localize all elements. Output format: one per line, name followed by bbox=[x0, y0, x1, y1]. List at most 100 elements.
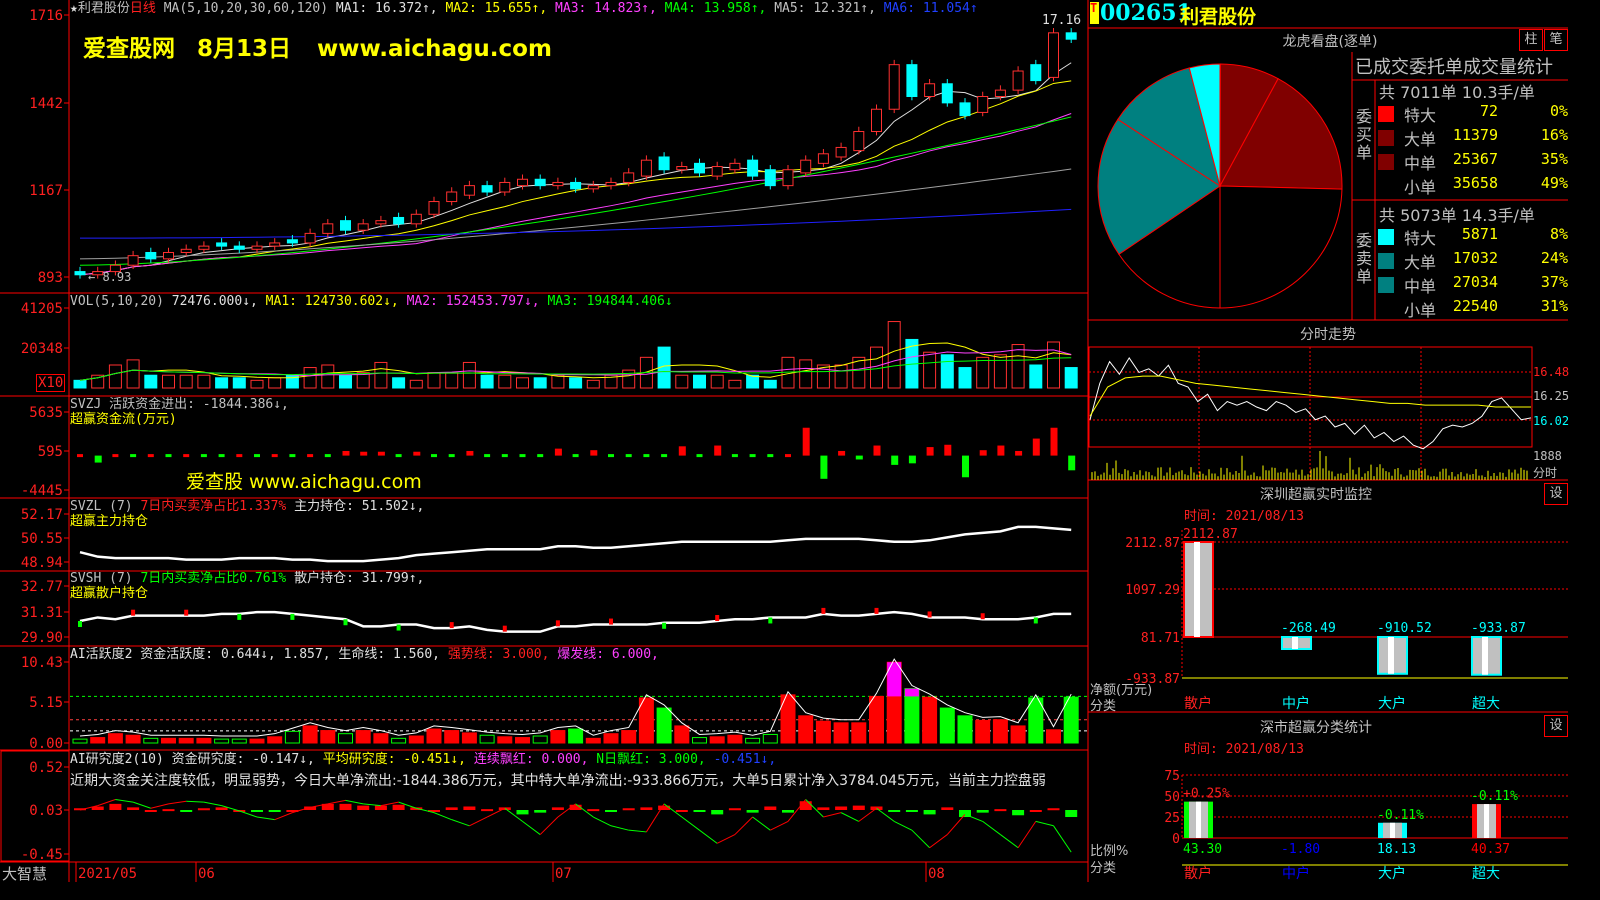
candle-body bbox=[994, 89, 1006, 97]
candle-body bbox=[393, 216, 405, 225]
research-line-seg bbox=[946, 814, 966, 835]
svsh-tick bbox=[715, 615, 720, 622]
candle-body bbox=[977, 95, 989, 113]
svzj-bar bbox=[537, 454, 544, 458]
watermark-mid: 爱查股 www.aichagu.com bbox=[186, 471, 422, 493]
candle-body bbox=[304, 232, 316, 244]
svzj-bar bbox=[678, 446, 686, 456]
ai-axis-label: 5.15 bbox=[29, 695, 63, 711]
svsh-tick bbox=[131, 609, 136, 616]
svzl-axis-label: 52.17 bbox=[21, 507, 63, 523]
period-label[interactable]: 日线 bbox=[129, 1, 156, 16]
ss-value-label: 18.13 bbox=[1377, 842, 1416, 857]
order-percent: 49% bbox=[1540, 174, 1568, 192]
ai-bar bbox=[178, 737, 194, 744]
svzj-bar bbox=[147, 454, 154, 458]
pie-slice bbox=[1219, 63, 1279, 187]
research-line-seg bbox=[787, 799, 807, 822]
research-bar bbox=[959, 810, 971, 818]
ma3-line bbox=[79, 113, 1072, 276]
favorite-star-icon[interactable]: ★ bbox=[70, 1, 78, 16]
order-row: 大单 17032 24% bbox=[1378, 249, 1570, 273]
svzj-bar bbox=[714, 445, 722, 456]
research-line-seg bbox=[256, 816, 275, 821]
ai-bar bbox=[161, 737, 176, 744]
svsh-tick bbox=[874, 607, 879, 614]
kline-chart-area[interactable]: 1716 1442 1167 893 41205 20348 5635 595 -4445 52.… bbox=[0, 0, 1090, 882]
pie-slice bbox=[1219, 78, 1343, 190]
research-bar bbox=[551, 807, 564, 810]
research-bar bbox=[445, 807, 458, 810]
volume-bar bbox=[339, 374, 352, 389]
price-axis-label: 1716 bbox=[29, 8, 63, 24]
ss-bar bbox=[1378, 822, 1407, 838]
research-line-seg bbox=[433, 812, 452, 821]
research-bar bbox=[357, 805, 370, 810]
ai-bar bbox=[922, 696, 938, 744]
tick-view-button[interactable]: 笔 bbox=[1544, 29, 1568, 51]
order-size-label: 大单 bbox=[1404, 253, 1437, 272]
pie-slice bbox=[1097, 118, 1221, 255]
research-line-seg bbox=[858, 807, 877, 822]
sz-bar-highlight bbox=[1388, 637, 1394, 674]
volume-bar bbox=[958, 367, 972, 389]
volume-bar bbox=[923, 351, 937, 389]
order-volume: 17032 bbox=[1452, 249, 1498, 267]
svsh-label: SVSH (7) bbox=[70, 571, 133, 586]
svzl-header: SVZL (7) 7日内买卖净占比1.337% 主力持仓: 51.502↓, 超… bbox=[70, 499, 424, 529]
sz-bar-highlight bbox=[1194, 542, 1200, 637]
vol-value: 72476.000↓, bbox=[171, 294, 258, 309]
research-bar bbox=[835, 806, 848, 810]
svzj-bar bbox=[342, 450, 350, 456]
volume-bar bbox=[409, 379, 423, 389]
research-bar bbox=[304, 806, 317, 810]
ai-bar bbox=[72, 738, 88, 744]
research-line-seg bbox=[115, 798, 134, 803]
svsh-tick bbox=[821, 607, 826, 614]
svzj-bar bbox=[979, 450, 987, 456]
svzl-sub: 超赢主力持仓 bbox=[70, 514, 149, 529]
research-val: -0.451↓, bbox=[713, 752, 777, 767]
ai-bar bbox=[355, 730, 371, 744]
ss-settings-button[interactable]: 设 bbox=[1544, 715, 1568, 737]
svzj-bar bbox=[661, 454, 668, 458]
research-line-seg bbox=[770, 820, 789, 831]
intraday-axis-mid: 16.25 bbox=[1533, 389, 1570, 403]
volume-bar bbox=[834, 364, 848, 389]
ai-strong: 强势线: 3.000, bbox=[447, 647, 550, 662]
research-line-seg bbox=[150, 803, 169, 809]
candle-body bbox=[92, 271, 104, 276]
svzj-bar bbox=[643, 454, 650, 458]
volume-bar bbox=[852, 356, 866, 389]
research-line-seg bbox=[557, 803, 576, 818]
svzj-bar bbox=[377, 451, 385, 456]
candle-body bbox=[835, 146, 847, 158]
vol-unit-button[interactable]: X10 bbox=[36, 374, 66, 392]
research-line-seg bbox=[345, 799, 364, 805]
svzj-bar bbox=[1015, 450, 1023, 456]
candle-body bbox=[1048, 32, 1059, 78]
research-bar bbox=[1029, 810, 1042, 812]
research-line-seg bbox=[911, 829, 930, 849]
candle-body bbox=[216, 242, 228, 247]
research-bar bbox=[1065, 810, 1078, 818]
sz-settings-button[interactable]: 设 bbox=[1544, 483, 1568, 505]
volume-bar bbox=[586, 379, 600, 389]
candle-body bbox=[340, 220, 351, 231]
ai-bar bbox=[709, 736, 725, 744]
volume-bar bbox=[1011, 344, 1025, 389]
ma3-value: MA3: 14.823↑, bbox=[555, 1, 657, 16]
sz-axis-label: 81.71 bbox=[1141, 631, 1180, 646]
research-bar bbox=[746, 810, 759, 813]
svsh-axis-label: 31.31 bbox=[21, 605, 63, 621]
ma4-line bbox=[79, 116, 1072, 266]
ai-bar bbox=[1010, 725, 1026, 744]
research-bar bbox=[569, 804, 582, 810]
research-bar bbox=[428, 810, 440, 812]
volume-bar bbox=[728, 379, 742, 389]
svzj-bar bbox=[873, 445, 881, 456]
bar-view-button[interactable]: 柱 bbox=[1519, 29, 1543, 51]
svzj-bar bbox=[820, 455, 828, 479]
research-line-seg bbox=[1017, 821, 1037, 849]
svzj-bar bbox=[254, 454, 260, 458]
